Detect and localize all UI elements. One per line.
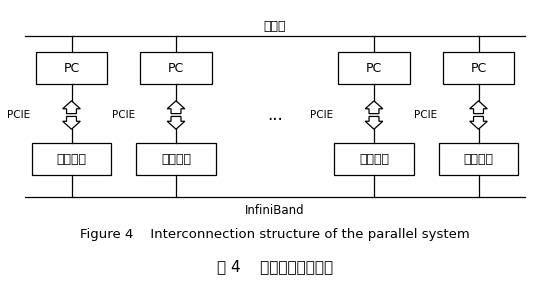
- Polygon shape: [470, 101, 487, 114]
- Polygon shape: [365, 101, 383, 114]
- Text: 以太网: 以太网: [264, 20, 286, 34]
- Text: PCIE: PCIE: [414, 110, 437, 120]
- Text: PCIE: PCIE: [310, 110, 333, 120]
- Polygon shape: [470, 116, 487, 129]
- Text: InfiniBand: InfiniBand: [245, 204, 305, 217]
- Text: 流加速器: 流加速器: [464, 153, 493, 166]
- Bar: [443, 52, 514, 85]
- Polygon shape: [167, 116, 185, 129]
- Text: 流加速器: 流加速器: [359, 153, 389, 166]
- Text: 流加速器: 流加速器: [161, 153, 191, 166]
- Bar: [140, 52, 212, 85]
- Polygon shape: [63, 101, 80, 114]
- Text: PCIE: PCIE: [112, 110, 135, 120]
- Bar: [334, 143, 414, 175]
- Bar: [36, 52, 107, 85]
- Bar: [338, 52, 410, 85]
- Text: PC: PC: [470, 62, 487, 75]
- Text: ...: ...: [267, 106, 283, 124]
- Text: PC: PC: [168, 62, 184, 75]
- Text: 流加速器: 流加速器: [57, 153, 86, 166]
- Polygon shape: [365, 116, 383, 129]
- Text: 图 4    并行系统互连结构: 图 4 并行系统互连结构: [217, 260, 333, 274]
- Bar: [136, 143, 216, 175]
- Bar: [439, 143, 518, 175]
- Text: Figure 4    Interconnection structure of the parallel system: Figure 4 Interconnection structure of th…: [80, 228, 470, 241]
- Bar: [32, 143, 111, 175]
- Text: PCIE: PCIE: [7, 110, 30, 120]
- Text: PC: PC: [63, 62, 80, 75]
- Polygon shape: [63, 116, 80, 129]
- Polygon shape: [167, 101, 185, 114]
- Text: PC: PC: [366, 62, 382, 75]
